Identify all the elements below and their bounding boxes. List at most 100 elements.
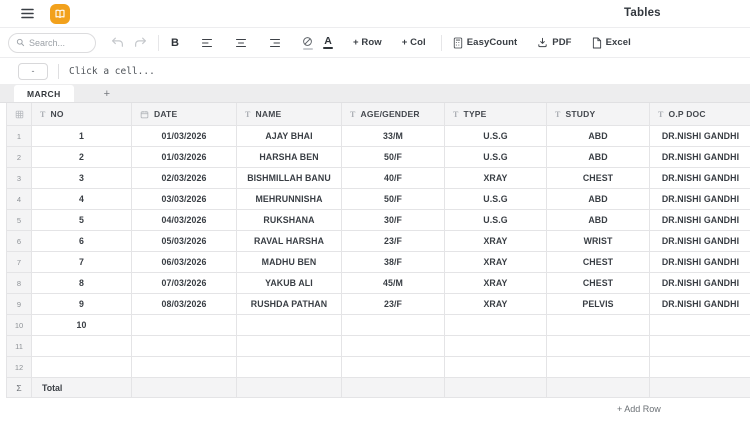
row-number[interactable]: 12 <box>7 357 32 378</box>
data-cell[interactable] <box>237 357 342 378</box>
undo-icon[interactable] <box>106 32 129 54</box>
data-cell[interactable]: 1 <box>32 126 132 147</box>
data-cell[interactable]: RAVAL HARSHA <box>237 231 342 252</box>
total-cell[interactable] <box>342 378 445 398</box>
column-header-type[interactable]: TTYPE <box>445 103 547 126</box>
data-cell[interactable]: U.S.G <box>445 147 547 168</box>
data-cell[interactable]: RUSHDA PATHAN <box>237 294 342 315</box>
data-cell[interactable]: 01/03/2026 <box>132 126 237 147</box>
align-right-icon[interactable] <box>263 32 287 54</box>
row-number[interactable]: 4 <box>7 189 32 210</box>
data-cell[interactable] <box>445 315 547 336</box>
data-cell[interactable]: DR.NISHI GANDHI <box>650 273 750 294</box>
data-cell[interactable]: XRAY <box>445 231 547 252</box>
data-cell[interactable]: DR.NISHI GANDHI <box>650 210 750 231</box>
add-col-button[interactable]: + Col <box>397 32 431 54</box>
data-cell[interactable]: DR.NISHI GANDHI <box>650 147 750 168</box>
data-cell[interactable] <box>237 315 342 336</box>
select-all-corner[interactable] <box>7 103 32 126</box>
data-cell[interactable] <box>650 357 750 378</box>
excel-export-button[interactable]: Excel <box>587 32 636 54</box>
data-cell[interactable]: DR.NISHI GANDHI <box>650 189 750 210</box>
data-cell[interactable]: XRAY <box>445 273 547 294</box>
bold-button[interactable]: B <box>165 32 185 54</box>
data-cell[interactable]: DR.NISHI GANDHI <box>650 126 750 147</box>
data-cell[interactable]: CHEST <box>547 252 650 273</box>
data-cell[interactable]: DR.NISHI GANDHI <box>650 231 750 252</box>
data-cell[interactable] <box>342 315 445 336</box>
data-cell[interactable]: RUKSHANA <box>237 210 342 231</box>
row-number[interactable]: 5 <box>7 210 32 231</box>
align-center-icon[interactable] <box>229 32 253 54</box>
pdf-export-button[interactable]: PDF <box>532 32 576 54</box>
data-cell[interactable]: 10 <box>32 315 132 336</box>
sigma-cell[interactable]: Σ <box>7 378 32 398</box>
data-cell[interactable]: 5 <box>32 210 132 231</box>
data-cell[interactable] <box>132 357 237 378</box>
column-header-study[interactable]: TSTUDY <box>547 103 650 126</box>
data-cell[interactable]: 23/F <box>342 294 445 315</box>
data-cell[interactable] <box>32 357 132 378</box>
tab-march[interactable]: MARCH <box>14 85 74 102</box>
add-row-button[interactable]: + Row <box>348 32 387 54</box>
data-cell[interactable]: BISHMILLAH BANU <box>237 168 342 189</box>
data-cell[interactable]: 8 <box>32 273 132 294</box>
data-cell[interactable] <box>132 315 237 336</box>
data-cell[interactable] <box>342 357 445 378</box>
total-label-cell[interactable]: Total <box>32 378 132 398</box>
data-cell[interactable] <box>650 315 750 336</box>
total-cell[interactable] <box>445 378 547 398</box>
data-cell[interactable]: 4 <box>32 189 132 210</box>
data-cell[interactable] <box>32 336 132 357</box>
redo-icon[interactable] <box>129 32 152 54</box>
search-field[interactable] <box>29 38 87 48</box>
text-color-button[interactable]: A <box>318 32 338 54</box>
data-cell[interactable]: DR.NISHI GANDHI <box>650 252 750 273</box>
data-cell[interactable]: ABD <box>547 189 650 210</box>
data-cell[interactable]: 9 <box>32 294 132 315</box>
data-cell[interactable]: 7 <box>32 252 132 273</box>
data-cell[interactable] <box>445 336 547 357</box>
data-cell[interactable]: U.S.G <box>445 210 547 231</box>
data-cell[interactable]: XRAY <box>445 252 547 273</box>
data-cell[interactable]: HARSHA BEN <box>237 147 342 168</box>
row-number[interactable]: 6 <box>7 231 32 252</box>
data-cell[interactable]: 50/F <box>342 189 445 210</box>
data-cell[interactable]: ABD <box>547 126 650 147</box>
column-header-date[interactable]: DATE <box>132 103 237 126</box>
data-cell[interactable]: XRAY <box>445 294 547 315</box>
data-cell[interactable] <box>132 336 237 357</box>
easycount-button[interactable]: EasyCount <box>448 32 523 54</box>
data-cell[interactable]: U.S.G <box>445 126 547 147</box>
data-cell[interactable] <box>342 336 445 357</box>
total-cell[interactable] <box>132 378 237 398</box>
data-cell[interactable] <box>547 315 650 336</box>
data-cell[interactable]: 04/03/2026 <box>132 210 237 231</box>
data-cell[interactable]: YAKUB ALI <box>237 273 342 294</box>
row-number[interactable]: 11 <box>7 336 32 357</box>
row-number[interactable]: 2 <box>7 147 32 168</box>
data-cell[interactable]: AJAY BHAI <box>237 126 342 147</box>
data-cell[interactable] <box>445 357 547 378</box>
data-cell[interactable]: 33/M <box>342 126 445 147</box>
data-cell[interactable] <box>547 336 650 357</box>
data-cell[interactable]: 01/03/2026 <box>132 147 237 168</box>
row-number[interactable]: 9 <box>7 294 32 315</box>
add-row-footer-button[interactable]: + Add Row <box>617 404 661 414</box>
data-cell[interactable]: XRAY <box>445 168 547 189</box>
fill-color-button[interactable] <box>297 32 318 54</box>
data-cell[interactable]: 03/03/2026 <box>132 189 237 210</box>
data-cell[interactable]: 30/F <box>342 210 445 231</box>
align-left-icon[interactable] <box>195 32 219 54</box>
menu-icon[interactable] <box>20 7 34 21</box>
column-header-age-gender[interactable]: TAGE/GENDER <box>342 103 445 126</box>
row-number[interactable]: 10 <box>7 315 32 336</box>
data-cell[interactable]: 02/03/2026 <box>132 168 237 189</box>
formula-input[interactable]: Click a cell... <box>69 66 155 77</box>
row-number[interactable]: 3 <box>7 168 32 189</box>
data-cell[interactable]: 07/03/2026 <box>132 273 237 294</box>
data-cell[interactable]: 6 <box>32 231 132 252</box>
data-cell[interactable]: 05/03/2026 <box>132 231 237 252</box>
data-cell[interactable]: 08/03/2026 <box>132 294 237 315</box>
data-cell[interactable]: 50/F <box>342 147 445 168</box>
